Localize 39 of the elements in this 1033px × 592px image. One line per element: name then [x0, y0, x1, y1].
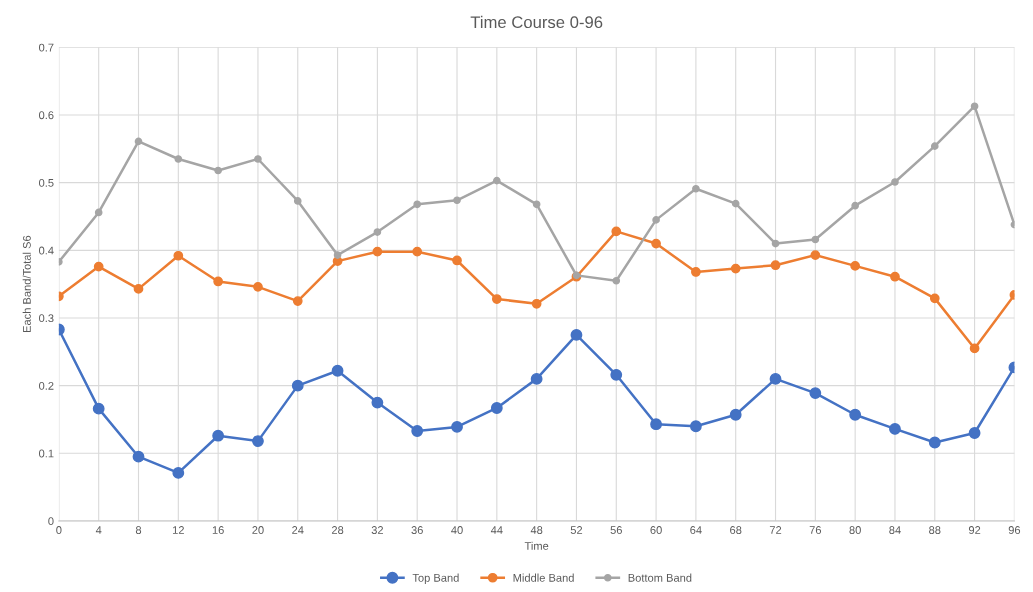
y-tick-label: 0.3 — [39, 314, 54, 323]
x-tick-label: 0 — [56, 526, 62, 534]
x-tick-label: 12 — [172, 526, 184, 534]
legend-label: Top Band — [412, 573, 459, 584]
x-tick-label: 32 — [371, 526, 384, 534]
x-tick-label: 4 — [95, 526, 102, 534]
x-tick-label: 64 — [690, 526, 702, 534]
x-tick-label: 24 — [292, 526, 304, 534]
x-axis-title: Time — [524, 541, 549, 550]
legend-label: Middle Band — [513, 573, 574, 582]
x-tick-label: 80 — [849, 526, 861, 534]
x-tick-label: 20 — [252, 526, 264, 534]
x-tick-label: 92 — [968, 526, 981, 534]
y-tick-label: 0.6 — [39, 111, 54, 120]
y-tick-label: 0 — [48, 517, 54, 526]
x-tick-label: 48 — [530, 526, 543, 534]
x-tick-label: 88 — [929, 526, 941, 534]
x-tick-label: 44 — [490, 526, 503, 534]
y-tick-label: 0.5 — [39, 178, 54, 187]
y-tick-label: 0.7 — [39, 43, 54, 52]
x-tick-label: 52 — [570, 526, 583, 534]
y-axis-title: Each Band/Total S6 — [22, 235, 31, 333]
x-tick-label: 84 — [889, 526, 901, 534]
y-tick-label: 0.4 — [39, 246, 54, 255]
x-tick-label: 40 — [451, 526, 463, 534]
x-tick-label: 68 — [730, 526, 742, 534]
x-tick-label: 60 — [650, 526, 662, 534]
x-tick-label: 76 — [809, 526, 822, 534]
x-tick-label: 36 — [411, 526, 423, 534]
x-tick-label: 72 — [769, 526, 782, 534]
x-tick-label: 96 — [1008, 526, 1021, 534]
y-tick-label: 0.1 — [39, 449, 54, 458]
legend-label: Bottom Band — [628, 573, 692, 582]
x-tick-label: 8 — [135, 526, 142, 534]
x-tick-label: 16 — [212, 526, 224, 534]
y-tick-label: 0.2 — [39, 381, 54, 390]
x-tick-label: 28 — [331, 526, 344, 534]
chart-title: Time Course 0-96 — [470, 15, 603, 29]
x-tick-label: 56 — [610, 526, 622, 534]
